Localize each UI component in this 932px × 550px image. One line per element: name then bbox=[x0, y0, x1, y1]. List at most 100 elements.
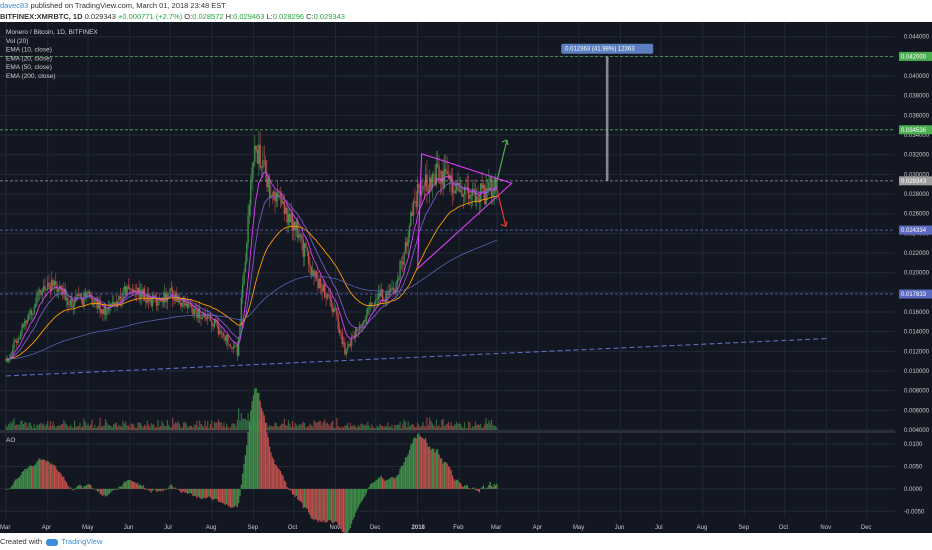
volume-bar bbox=[239, 420, 241, 430]
candle-body bbox=[151, 294, 154, 307]
volume-bar bbox=[184, 422, 186, 430]
ao-bar bbox=[273, 459, 275, 489]
candle-body bbox=[119, 296, 122, 300]
ao-bar bbox=[302, 488, 304, 509]
volume-bar bbox=[108, 425, 111, 430]
ao-bar bbox=[279, 470, 281, 489]
volume-bar bbox=[283, 418, 286, 430]
volume-bar bbox=[275, 422, 277, 430]
ao-bar bbox=[383, 479, 385, 489]
ao-bar bbox=[131, 481, 134, 489]
volume-bar bbox=[357, 424, 359, 430]
candle-body bbox=[90, 294, 92, 297]
volume-bar bbox=[435, 419, 437, 430]
author-link[interactable]: davec83 bbox=[0, 1, 29, 10]
candle-body bbox=[489, 177, 491, 183]
candle-body bbox=[131, 289, 134, 292]
ao-bar bbox=[415, 438, 417, 489]
volume-bar bbox=[404, 421, 407, 430]
volume-bar bbox=[399, 421, 401, 430]
volume-bar bbox=[142, 426, 144, 430]
volume-bar bbox=[450, 422, 452, 430]
volume-bar bbox=[196, 420, 198, 430]
ao-bar bbox=[41, 459, 43, 489]
volume-bar bbox=[80, 427, 82, 430]
volume-bar bbox=[281, 423, 283, 430]
volume-bar bbox=[313, 420, 315, 430]
ao-bar bbox=[173, 488, 175, 490]
candle-body bbox=[198, 308, 201, 318]
candle-body bbox=[488, 182, 490, 192]
ao-tick-label: 0.0050 bbox=[904, 465, 923, 471]
ao-bar bbox=[53, 465, 56, 489]
ao-bar bbox=[25, 468, 27, 489]
ao-bar bbox=[390, 477, 392, 489]
ao-bar bbox=[232, 488, 234, 508]
candle-body bbox=[354, 328, 357, 338]
ao-bar bbox=[212, 488, 214, 501]
ao-bar bbox=[18, 477, 21, 489]
volume-bar bbox=[25, 422, 27, 430]
volume-bar bbox=[161, 421, 163, 430]
volume-bar bbox=[28, 422, 30, 430]
y-tick-label: 0.004000 bbox=[904, 428, 930, 434]
ao-bar bbox=[177, 488, 179, 490]
candle-body bbox=[400, 261, 403, 263]
candle-body bbox=[251, 167, 253, 182]
volume-bar bbox=[12, 421, 14, 430]
candle-body bbox=[373, 302, 376, 306]
ao-bar bbox=[64, 480, 66, 489]
ao-bar bbox=[301, 488, 303, 503]
volume-bar bbox=[165, 426, 167, 430]
volume-bar bbox=[98, 425, 100, 430]
volume-bar bbox=[129, 427, 131, 430]
volume-bar bbox=[285, 425, 287, 430]
tradingview-link[interactable]: TradingView bbox=[61, 537, 103, 546]
candle-body bbox=[333, 308, 335, 313]
x-tick-label: Nov bbox=[820, 525, 831, 531]
level-price-label: 0.017833 bbox=[901, 292, 927, 298]
candle-body bbox=[182, 297, 185, 303]
ao-bar bbox=[29, 465, 31, 489]
candle-body bbox=[415, 201, 417, 207]
volume-bar bbox=[474, 421, 476, 430]
volume-bar bbox=[153, 424, 155, 430]
ao-bar bbox=[172, 486, 174, 489]
volume-bar bbox=[204, 420, 206, 430]
ao-label: AO bbox=[6, 437, 15, 444]
candle-body bbox=[325, 297, 327, 299]
ao-bar bbox=[129, 480, 131, 489]
candle-body bbox=[341, 332, 343, 344]
candle-body bbox=[484, 185, 486, 205]
volume-bar bbox=[79, 422, 81, 430]
candle-body bbox=[5, 358, 7, 362]
y-tick-label: 0.026000 bbox=[904, 212, 930, 218]
volume-bar bbox=[240, 413, 242, 430]
ao-bar bbox=[411, 442, 413, 489]
ao-bar bbox=[107, 488, 109, 495]
candle-body bbox=[493, 178, 495, 194]
ao-bar bbox=[145, 488, 147, 491]
ao-bar bbox=[321, 488, 323, 523]
volume-bar bbox=[438, 425, 440, 430]
ao-bar bbox=[92, 488, 95, 490]
candle-body bbox=[377, 293, 380, 299]
candle-body bbox=[403, 252, 405, 265]
ao-bar bbox=[291, 488, 294, 495]
ao-bar bbox=[33, 465, 35, 489]
candle-body bbox=[240, 297, 243, 325]
ao-bar bbox=[282, 475, 284, 489]
ao-bar bbox=[188, 488, 190, 494]
ao-bar bbox=[230, 488, 232, 508]
candle-body bbox=[243, 272, 245, 284]
chart-canvas[interactable]: 0.044000 0.042000 0.040000 0.038000 0.036000… bbox=[0, 22, 932, 533]
ao-bar bbox=[78, 485, 80, 489]
volume-bar bbox=[221, 426, 224, 430]
close-label: C: bbox=[306, 12, 314, 21]
volume-bar bbox=[367, 421, 369, 430]
volume-bar bbox=[303, 422, 306, 430]
candle-body bbox=[197, 308, 200, 319]
volume-bar bbox=[352, 425, 354, 430]
ao-bar bbox=[324, 488, 326, 523]
volume-bar bbox=[373, 428, 376, 430]
